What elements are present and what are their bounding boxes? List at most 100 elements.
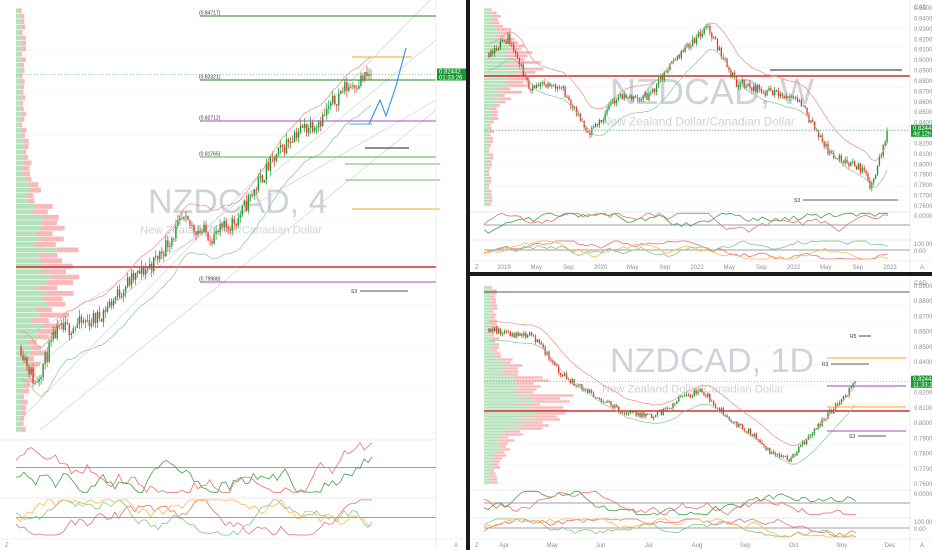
candle-body (527, 335, 529, 338)
volume-profile-bar (484, 100, 498, 104)
volume-profile-bar (22, 171, 30, 177)
indicator-tick-label: 100.00 (914, 242, 932, 248)
volume-profile-bar (509, 77, 530, 81)
candle-body (52, 331, 54, 340)
volume-profile-bar (16, 144, 24, 150)
volume-profile-bar (18, 51, 22, 57)
candle-body (751, 435, 754, 436)
volume-profile-bar (494, 355, 502, 358)
candle-body (617, 96, 620, 101)
volume-profile-bar (491, 349, 498, 352)
volume-profile-bar (516, 71, 536, 74)
volume-profile-bar (488, 193, 492, 196)
candle-body (528, 80, 530, 89)
indicator-line (15, 499, 373, 536)
volume-profile-bar (484, 451, 495, 454)
candle-body (223, 220, 225, 228)
volume-profile-bar (484, 8, 489, 11)
candle-body (785, 96, 787, 99)
candle-body (809, 435, 812, 437)
volume-profile-bar (484, 176, 488, 180)
volume-profile-bar (487, 150, 490, 153)
candle-body (787, 96, 789, 98)
candle-body (543, 82, 545, 85)
candle-body (638, 98, 641, 100)
candle-body (850, 386, 852, 388)
candle-body (745, 85, 747, 88)
volume-profile-bar (489, 153, 494, 157)
candle-body (773, 451, 775, 454)
candle-body (852, 383, 854, 387)
candle-body (245, 200, 247, 211)
volume-profile-bar (484, 427, 519, 430)
candle-body (726, 58, 728, 68)
candle-body (583, 389, 585, 390)
volume-profile-bar (21, 46, 27, 52)
chart-pane-daily[interactable]: NZDCAD, 1D New Zealand Dollar/Canadian Do… (470, 276, 932, 550)
volume-profile-bar (509, 84, 529, 87)
candle-body (501, 39, 503, 42)
volume-profile-bar (16, 285, 37, 291)
candle-body (564, 86, 566, 98)
candle-body (821, 135, 823, 142)
candle-body (683, 395, 686, 397)
candle-body (518, 57, 521, 67)
chart-pane-weekly[interactable]: NZDCAD, W New Zealand Dollar/Canadian Dol… (470, 0, 932, 272)
volume-profile-bar (490, 319, 498, 322)
chart-pane-4h[interactable]: NZDCAD, 4 New Zealand Dollar/Canadian Dol… (0, 0, 466, 550)
candle-body (688, 44, 690, 48)
volume-profile-bar (484, 349, 492, 352)
volume-profile-bar (531, 406, 564, 409)
candle-body (149, 264, 151, 268)
candle-body (742, 424, 744, 430)
volume-profile-bar (484, 310, 489, 313)
volume-profile-bar (23, 144, 29, 150)
volume-profile-bar (490, 481, 498, 484)
candle-body (827, 143, 829, 154)
volume-profile-bar (16, 252, 39, 258)
pane-divider-vertical[interactable] (466, 0, 470, 550)
volume-profile-bar (21, 95, 26, 101)
candle-body (594, 396, 597, 398)
candle-body (279, 145, 282, 148)
volume-profile-bar (484, 140, 490, 143)
volume-profile-bar (497, 445, 506, 448)
candle-body (530, 88, 532, 91)
candle-body (503, 331, 506, 334)
candle-body (823, 419, 825, 421)
indicator-tick-label: 0.00 (914, 527, 926, 533)
candle-body (697, 32, 700, 38)
candle-body (714, 405, 717, 408)
candle-body (199, 230, 201, 233)
volume-profile-bar (484, 137, 489, 140)
volume-profile-bar (490, 463, 499, 466)
candle-body (604, 402, 606, 404)
candle-body (303, 124, 306, 128)
volume-profile-bar (492, 113, 498, 117)
volume-profile-bar (519, 397, 561, 400)
volume-profile-bar (16, 296, 43, 302)
volume-profile-bar (484, 364, 508, 367)
candle-body (317, 122, 320, 128)
pane-divider-horizontal[interactable] (470, 272, 932, 276)
candle-body (530, 332, 533, 336)
candle-body (126, 277, 129, 287)
candle-body (722, 408, 725, 416)
volume-profile-bar (22, 149, 26, 155)
candle-body (720, 408, 723, 412)
volume-profile-bar (503, 41, 519, 44)
last-price-value: 0.82442 (913, 377, 932, 383)
candle-body (815, 428, 817, 430)
band-lower-line (20, 105, 372, 397)
candle-body (116, 289, 119, 297)
candle-body (714, 37, 717, 40)
candle-body (64, 322, 66, 330)
candle-body (716, 39, 719, 51)
volume-profile-bar (484, 104, 494, 107)
candle-body (88, 320, 91, 327)
level-label: (0.83321) (199, 75, 221, 81)
